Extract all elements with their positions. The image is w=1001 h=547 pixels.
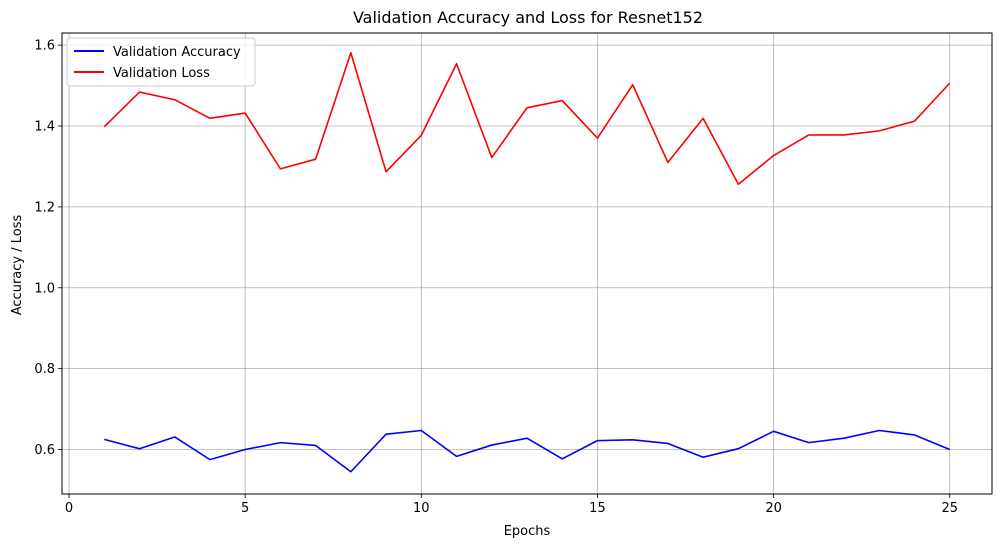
x-tick-label: 25 (941, 501, 958, 516)
x-tick-label: 0 (65, 501, 73, 516)
y-tick-label: 1.6 (34, 39, 55, 54)
y-tick-label: 1.2 (34, 200, 55, 215)
legend: Validation Accuracy Validation Loss (66, 37, 256, 87)
chart-title: Validation Accuracy and Loss for Resnet1… (353, 8, 703, 27)
x-axis-label: Epochs (504, 524, 551, 539)
x-tick-label: 15 (589, 501, 606, 516)
legend-label-validation-accuracy: Validation Accuracy (113, 45, 241, 60)
legend-box (66, 37, 256, 87)
series-layer (103, 52, 951, 473)
grid (62, 33, 992, 494)
x-axis-ticks: 0 5 10 15 20 25 (65, 494, 958, 516)
y-tick-label: 1.0 (34, 281, 55, 296)
y-tick-label: 0.8 (34, 362, 55, 377)
series-line-validation-accuracy (104, 429, 951, 473)
plot-frame (61, 32, 993, 495)
x-tick-label: 10 (413, 501, 430, 516)
y-axis-label: Accuracy / Loss (10, 215, 25, 316)
y-tick-label: 1.4 (34, 120, 55, 135)
x-tick-label: 20 (765, 501, 782, 516)
x-tick-label: 5 (241, 501, 249, 516)
series-line-validation-loss (103, 52, 951, 186)
y-axis-ticks: 0.6 0.8 1.0 1.2 1.4 1.6 (34, 39, 62, 458)
legend-label-validation-loss: Validation Loss (113, 66, 210, 81)
y-tick-label: 0.6 (34, 443, 55, 458)
